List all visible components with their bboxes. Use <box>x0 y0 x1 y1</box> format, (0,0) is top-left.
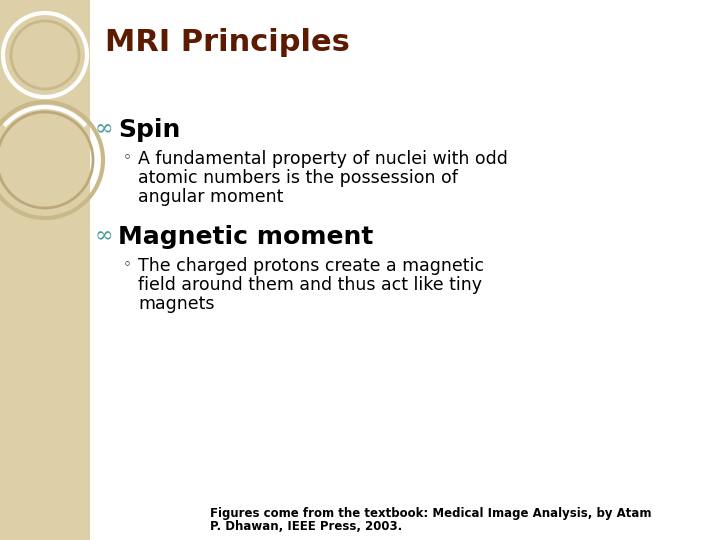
Text: A fundamental property of nuclei with odd: A fundamental property of nuclei with od… <box>138 150 508 168</box>
Text: The charged protons create a magnetic: The charged protons create a magnetic <box>138 257 484 275</box>
Text: Magnetic moment: Magnetic moment <box>118 225 374 249</box>
Text: ∞: ∞ <box>95 225 114 247</box>
Bar <box>0 0 90 540</box>
Text: ∞: ∞ <box>95 118 114 140</box>
Text: P. Dhawan, IEEE Press, 2003.: P. Dhawan, IEEE Press, 2003. <box>210 520 402 533</box>
Text: atomic numbers is the possession of: atomic numbers is the possession of <box>138 169 458 187</box>
Text: magnets: magnets <box>138 295 215 313</box>
Text: Figures come from the textbook: Medical Image Analysis, by Atam: Figures come from the textbook: Medical … <box>210 507 652 520</box>
Text: MRI Principles: MRI Principles <box>105 28 350 57</box>
Text: ◦: ◦ <box>123 257 132 272</box>
Text: ◦: ◦ <box>123 150 132 165</box>
Text: angular moment: angular moment <box>138 188 284 206</box>
Text: field around them and thus act like tiny: field around them and thus act like tiny <box>138 276 482 294</box>
Text: Spin: Spin <box>118 118 181 142</box>
